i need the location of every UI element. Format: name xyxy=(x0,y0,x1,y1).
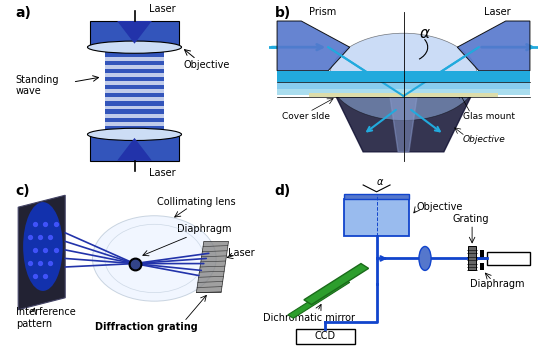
Ellipse shape xyxy=(329,33,478,120)
Text: Cover slde: Cover slde xyxy=(282,112,330,121)
Bar xyxy=(309,93,498,97)
Bar xyxy=(344,194,409,199)
Bar xyxy=(277,82,530,89)
Ellipse shape xyxy=(88,41,181,53)
Text: Laser: Laser xyxy=(484,7,511,17)
Text: CCD: CCD xyxy=(315,331,336,341)
Bar xyxy=(468,246,476,271)
Bar xyxy=(487,252,530,265)
Polygon shape xyxy=(304,263,369,305)
Bar xyxy=(105,47,164,134)
Text: Diaphragm: Diaphragm xyxy=(470,279,525,289)
Bar xyxy=(105,89,164,93)
Text: Interference
pattern: Interference pattern xyxy=(16,308,75,329)
Bar xyxy=(105,114,164,117)
Ellipse shape xyxy=(419,246,431,271)
Text: Diaphragm: Diaphragm xyxy=(176,224,231,234)
Polygon shape xyxy=(277,21,350,71)
Bar xyxy=(277,71,530,82)
Bar xyxy=(105,57,164,61)
Text: Grating: Grating xyxy=(452,214,489,224)
Ellipse shape xyxy=(23,202,63,291)
Bar xyxy=(105,122,164,126)
Ellipse shape xyxy=(88,128,181,141)
Bar xyxy=(277,89,530,95)
Polygon shape xyxy=(336,97,471,152)
Bar xyxy=(105,105,164,109)
Polygon shape xyxy=(390,97,417,152)
Text: $\alpha$: $\alpha$ xyxy=(419,26,431,41)
Polygon shape xyxy=(117,138,152,161)
Text: Dichromatic mirror: Dichromatic mirror xyxy=(263,313,356,323)
Text: Laser: Laser xyxy=(150,168,176,178)
Bar xyxy=(105,73,164,77)
Text: Objective: Objective xyxy=(184,59,230,70)
Polygon shape xyxy=(117,21,152,44)
Bar xyxy=(105,98,164,101)
Text: Objective: Objective xyxy=(417,202,463,212)
Text: Prism: Prism xyxy=(309,7,336,17)
Bar xyxy=(344,199,409,236)
Text: Laser: Laser xyxy=(495,253,522,263)
Text: $\alpha$: $\alpha$ xyxy=(377,177,385,187)
Text: Laser: Laser xyxy=(150,4,176,14)
Bar xyxy=(105,65,164,69)
Bar xyxy=(480,250,484,258)
Bar xyxy=(90,21,179,47)
Bar xyxy=(296,329,355,344)
Polygon shape xyxy=(457,21,530,71)
Circle shape xyxy=(93,216,216,301)
Bar xyxy=(105,48,164,52)
Text: Laser: Laser xyxy=(228,248,254,258)
Text: Glas mount: Glas mount xyxy=(463,112,515,121)
Text: b): b) xyxy=(274,6,291,20)
Text: d): d) xyxy=(274,184,291,198)
Polygon shape xyxy=(288,279,350,318)
Bar xyxy=(90,135,179,161)
Text: Standing
wave: Standing wave xyxy=(16,75,59,96)
Polygon shape xyxy=(196,241,229,293)
Text: c): c) xyxy=(16,184,30,198)
Text: a): a) xyxy=(16,6,32,20)
Bar xyxy=(480,263,484,271)
Text: Diffraction grating: Diffraction grating xyxy=(96,322,198,332)
Polygon shape xyxy=(18,195,65,310)
Text: Objective: Objective xyxy=(463,135,505,144)
Bar xyxy=(105,81,164,85)
Text: Collimating lens: Collimating lens xyxy=(157,197,236,207)
